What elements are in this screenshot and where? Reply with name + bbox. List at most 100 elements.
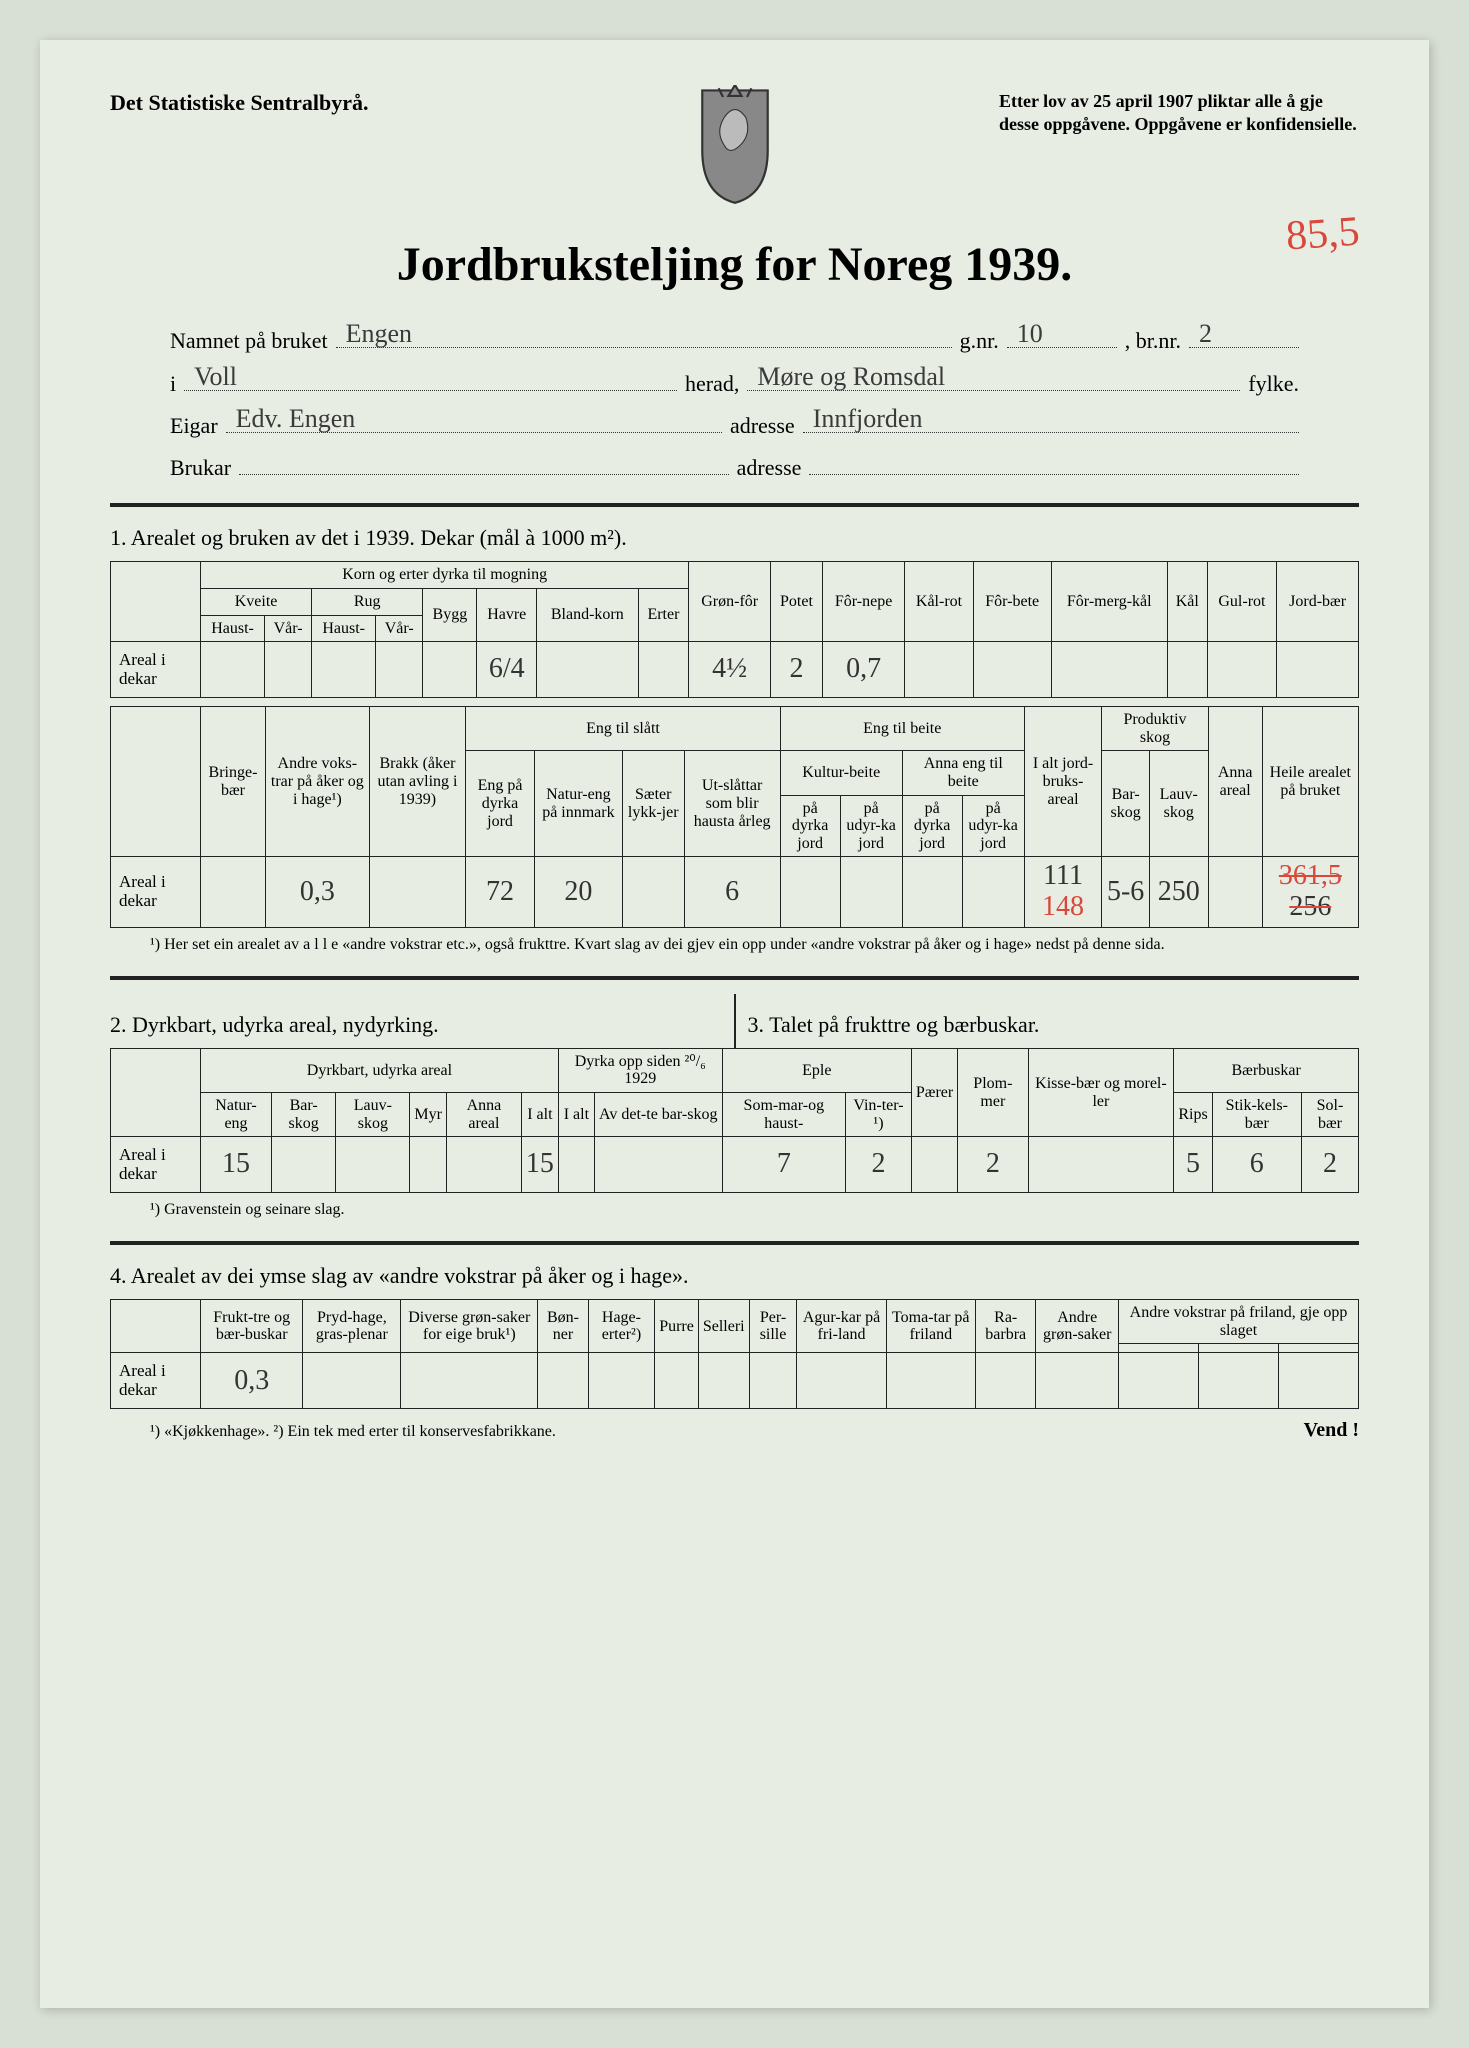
table-1b: Bringe-bær Andre voks-trar på åker og i … <box>110 706 1359 928</box>
col-eng-slaat: Eng til slått <box>466 707 781 751</box>
turn-page-note: Vend ! <box>1304 1419 1359 1442</box>
col-heile: Heile arealet på bruket <box>1262 707 1358 857</box>
val-eng-dyrka: 72 <box>466 857 535 928</box>
col-andrefriland: Andre vokstrar på friland, gje opp slage… <box>1119 1300 1359 1344</box>
col-bringebaer: Bringe-bær <box>201 707 266 857</box>
col-gulrot: Gul-rot <box>1207 562 1277 642</box>
col-solbaer: Sol-bær <box>1301 1093 1358 1137</box>
col-lauvskog: Lauv-skog <box>1149 751 1208 857</box>
val-stikkels: 6 <box>1212 1137 1301 1193</box>
label-adresse: adresse <box>730 413 795 439</box>
col-eple: Eple <box>722 1048 911 1092</box>
col-rips: Rips <box>1174 1093 1212 1137</box>
col-natureng: Natur-eng på innmark <box>534 751 622 857</box>
value-fylke: Møre og Romsdal <box>757 362 945 392</box>
label-adresse2: adresse <box>737 455 802 481</box>
col-s2-myr: Myr <box>410 1093 447 1137</box>
value-gnr: 10 <box>1017 319 1043 349</box>
val-sommar: 7 <box>722 1137 845 1193</box>
label-gnr: g.nr. <box>960 328 999 354</box>
col-barskog: Bar-skog <box>1102 751 1150 857</box>
col-kalrot: Kål-rot <box>905 562 973 642</box>
label-brnr: , br.nr. <box>1125 328 1181 354</box>
col-hageerter: Hage-erter²) <box>588 1300 654 1353</box>
col-stikkels: Stik-kels-bær <box>1212 1093 1301 1137</box>
col-ab-udyrka: på udyr-ka jord <box>962 795 1024 857</box>
col-potet: Potet <box>771 562 823 642</box>
col-purre: Purre <box>655 1300 699 1353</box>
col-eng-beite: Eng til beite <box>780 707 1024 751</box>
row-label-1b: Areal i dekar <box>111 857 201 928</box>
table-4: Frukt-tre og bær-buskar Pryd-hage, gras-… <box>110 1299 1359 1409</box>
col-saeter: Sæter lykk-jer <box>622 751 684 857</box>
col-havre: Havre <box>477 588 537 641</box>
col-brakk: Brakk (åker utan avling i 1939) <box>369 707 466 857</box>
col-andregron: Andre grøn-saker <box>1036 1300 1119 1353</box>
col-dyrkbart: Dyrkbart, udyrka areal <box>201 1048 559 1092</box>
footnote-1: ¹) Her set ein arealet av a l l e «andre… <box>150 936 1359 954</box>
col-kb-dyrka: på dyrka jord <box>780 795 840 857</box>
col-paerer: Pærer <box>911 1048 957 1136</box>
val-heile: 361,5 256 <box>1262 857 1358 928</box>
divider <box>110 1241 1359 1245</box>
col-kal: Kål <box>1167 562 1207 642</box>
col-blandkorn: Bland-korn <box>537 588 639 641</box>
col-bonner: Bøn-ner <box>538 1300 588 1353</box>
section-4-heading: 4. Arealet av dei ymse slag av «andre vo… <box>110 1263 1359 1289</box>
value-eigar: Edv. Engen <box>236 404 356 434</box>
col-kb-udyrka: på udyr-ka jord <box>840 795 902 857</box>
col-gronfor: Grøn-fôr <box>689 562 771 642</box>
col-kveite: Kveite <box>201 588 312 615</box>
label-i: i <box>170 371 176 397</box>
col-dyrkaopp: Dyrka opp siden ²⁰/₆ 1929 <box>558 1048 722 1092</box>
label-brukar: Brukar <box>170 455 231 481</box>
census-form-page: Det Statistiske Sentralbyrå. Etter lov a… <box>40 40 1429 2008</box>
footnote-4: ¹) «Kjøkkenhage». ²) Ein tek med erter t… <box>150 1423 556 1441</box>
col-utslattar: Ut-slåttar som blir hausta årleg <box>684 751 780 857</box>
agency-name: Det Statistiske Sentralbyrå. <box>110 90 368 116</box>
col-s2-barskog: Bar-skog <box>272 1093 336 1137</box>
col-s2-anna: Anna areal <box>446 1093 521 1137</box>
col-korn: Korn og erter dyrka til mogning <box>201 562 689 589</box>
val-plommer: 2 <box>958 1137 1028 1193</box>
table-1a: Korn og erter dyrka til mogning Grøn-fôr… <box>110 561 1359 698</box>
val-frukttre: 0,3 <box>201 1353 303 1409</box>
col-sommar: Som-mar-og haust- <box>722 1093 845 1137</box>
col-baerbuskar: Bærbuskar <box>1174 1048 1359 1092</box>
col-erter: Erter <box>638 588 689 641</box>
val-utslattar: 6 <box>684 857 780 928</box>
col-vinter: Vin-ter-¹) <box>846 1093 912 1137</box>
col-anna-beite: Anna eng til beite <box>902 751 1024 795</box>
section-1-heading: 1. Arealet og bruken av det i 1939. Deka… <box>110 525 1359 551</box>
red-annotation-corner: 85,5 <box>1284 207 1361 260</box>
label-fylke: fylke. <box>1248 371 1299 397</box>
val-lauvskog: 250 <box>1149 857 1208 928</box>
val-s2-natureng: 15 <box>201 1137 272 1193</box>
col-rug-haust: Haust- <box>312 615 376 642</box>
row-label-1a: Areal i dekar <box>111 642 201 698</box>
table-2-3: Dyrkbart, udyrka areal Dyrka opp siden ²… <box>110 1048 1359 1193</box>
val-gronfor: 4½ <box>689 642 771 698</box>
col-fornepe: Fôr-nepe <box>822 562 904 642</box>
divider <box>110 503 1359 507</box>
col-persille: Per-sille <box>749 1300 797 1353</box>
footnote-3: ¹) Gravenstein og seinare slag. <box>150 1201 1359 1219</box>
col-kulturbeite: Kultur-beite <box>780 751 902 795</box>
col-ab-dyrka: på dyrka jord <box>902 795 962 857</box>
col-eng-dyrka: Eng på dyrka jord <box>466 751 535 857</box>
col-formergkal: Fôr-merg-kål <box>1051 562 1167 642</box>
col-jordbaer: Jord-bær <box>1277 562 1359 642</box>
value-i: Voll <box>194 362 237 392</box>
val-fornepe: 0,7 <box>822 642 904 698</box>
section-3-heading: 3. Talet på frukttre og bærbuskar. <box>748 1012 1360 1038</box>
val-potet: 2 <box>771 642 823 698</box>
col-rug-vaar: Vår- <box>376 615 423 642</box>
col-kveite-haust: Haust- <box>201 615 265 642</box>
val-rips: 5 <box>1174 1137 1212 1193</box>
val-andrevokstrar: 0,3 <box>265 857 369 928</box>
row-label-4: Areal i dekar <box>111 1353 201 1409</box>
law-note: Etter lov av 25 april 1907 pliktar alle … <box>999 90 1359 137</box>
col-s2-avdette: Av det-te bar-skog <box>594 1093 722 1137</box>
col-agurkar: Agur-kar på fri-land <box>797 1300 886 1353</box>
col-rabarbra: Ra-barbra <box>975 1300 1036 1353</box>
